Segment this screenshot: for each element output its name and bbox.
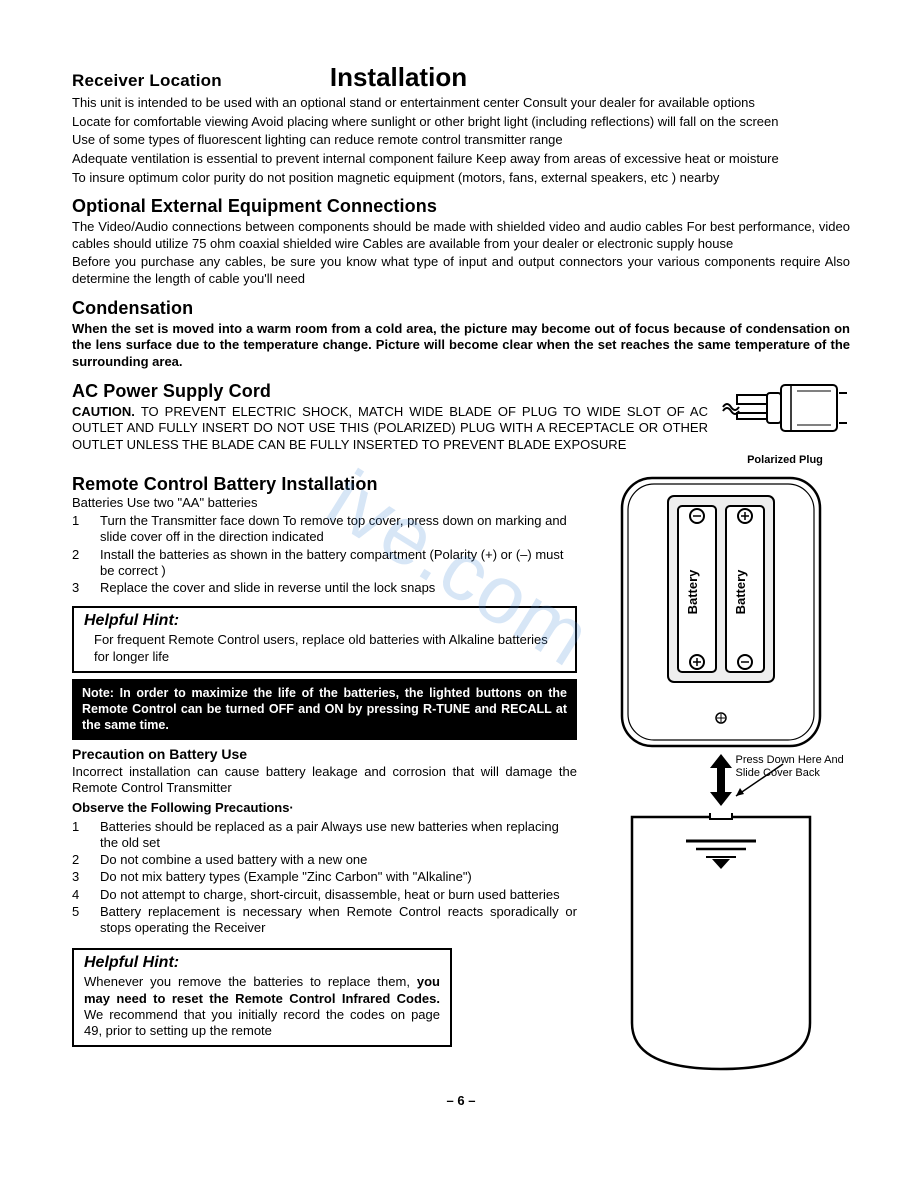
condensation-body: When the set is moved into a warm room f…	[72, 321, 850, 371]
receiver-para-3: Use of some types of fluorescent lightin…	[72, 132, 850, 149]
receiver-location-heading: Receiver Location	[72, 71, 222, 91]
ac-power-text: TO PREVENT ELECTRIC SHOCK, MATCH WIDE BL…	[72, 404, 708, 452]
ac-power-heading: AC Power Supply Cord	[72, 381, 708, 402]
step-3-text: Replace the cover and slide in reverse u…	[100, 580, 435, 596]
hint-box-1: Helpful Hint: For frequent Remote Contro…	[72, 606, 577, 673]
step-1: 1Turn the Transmitter face down To remov…	[72, 513, 577, 546]
external-para-2: Before you purchase any cables, be sure …	[72, 254, 850, 287]
receiver-para-1: This unit is intended to be used with an…	[72, 95, 850, 112]
remote-diagram-column: Battery Battery	[591, 472, 850, 1075]
battery-1-label: Battery	[685, 568, 700, 614]
observe-heading: Observe the Following Precautions·	[72, 800, 577, 817]
press-down-label: Press Down Here And Slide Cover Back	[736, 754, 846, 780]
ac-power-row: AC Power Supply Cord CAUTION. TO PREVENT…	[72, 371, 850, 466]
step-1-text: Turn the Transmitter face down To remove…	[100, 513, 577, 546]
precaution-5-text: Battery replacement is necessary when Re…	[100, 904, 577, 937]
document-page: ive.com Receiver Location Installation T…	[0, 0, 918, 1138]
remote-text-column: Remote Control Battery Installation Batt…	[72, 472, 577, 1048]
precaution-intro: Incorrect installation can cause battery…	[72, 764, 577, 797]
external-para-1: The Video/Audio connections between comp…	[72, 219, 850, 252]
step-2-text: Install the batteries as shown in the ba…	[100, 547, 577, 580]
polarized-plug-icon	[721, 371, 849, 445]
plug-figure: Polarized Plug	[720, 371, 850, 466]
external-equipment-heading: Optional External Equipment Connections	[72, 196, 850, 217]
hint-2-title: Helpful Hint:	[84, 954, 440, 972]
note-box: Note: In order to maximize the life of t…	[72, 679, 577, 740]
condensation-heading: Condensation	[72, 298, 850, 319]
step-2: 2Install the batteries as shown in the b…	[72, 547, 577, 580]
page-number: – 6 –	[72, 1093, 850, 1108]
precaution-heading: Precaution on Battery Use	[72, 746, 577, 762]
title-bar: Receiver Location Installation	[72, 62, 850, 93]
step-3: 3Replace the cover and slide in reverse …	[72, 580, 577, 596]
precaution-2-text: Do not combine a used battery with a new…	[100, 852, 367, 868]
receiver-para-4: Adequate ventilation is essential to pre…	[72, 151, 850, 168]
receiver-para-2: Locate for comfortable viewing Avoid pla…	[72, 114, 850, 131]
precaution-5: 5Battery replacement is necessary when R…	[72, 904, 577, 937]
ac-power-body: CAUTION. TO PREVENT ELECTRIC SHOCK, MATC…	[72, 404, 708, 454]
precaution-3-text: Do not mix battery types (Example "Zinc …	[100, 869, 472, 885]
precaution-1: 1Batteries should be replaced as a pair …	[72, 819, 577, 852]
precaution-list: 1Batteries should be replaced as a pair …	[72, 819, 577, 937]
precaution-1-text: Batteries should be replaced as a pair A…	[100, 819, 577, 852]
caution-prefix: CAUTION.	[72, 404, 141, 419]
precaution-4: 4Do not attempt to charge, short-circuit…	[72, 887, 577, 903]
hint-1-body: For frequent Remote Control users, repla…	[84, 632, 565, 665]
precaution-3: 3Do not mix battery types (Example "Zinc…	[72, 869, 577, 885]
hint-1-title: Helpful Hint:	[84, 612, 565, 630]
hint2-c: We recommend that you initially record t…	[84, 1007, 440, 1038]
installation-heading: Installation	[330, 62, 467, 93]
precaution-4-text: Do not attempt to charge, short-circuit,…	[100, 887, 560, 903]
hint-box-2: Helpful Hint: Whenever you remove the ba…	[72, 948, 452, 1047]
arrow-label-wrap: Press Down Here And Slide Cover Back	[608, 752, 834, 813]
remote-install-steps: 1Turn the Transmitter face down To remov…	[72, 513, 577, 596]
hint2-a: Whenever you remove the batteries to rep…	[84, 974, 417, 989]
remote-intro: Batteries Use two "AA" batteries	[72, 495, 577, 512]
precaution-2: 2Do not combine a used battery with a ne…	[72, 852, 577, 868]
hint-2-body: Whenever you remove the batteries to rep…	[84, 974, 440, 1039]
remote-open-diagram: Battery Battery	[608, 472, 834, 752]
polarized-plug-caption: Polarized Plug	[720, 454, 850, 466]
remote-install-heading: Remote Control Battery Installation	[72, 474, 577, 495]
remote-section-row: Remote Control Battery Installation Batt…	[72, 472, 850, 1075]
battery-2-label: Battery	[733, 568, 748, 614]
remote-cover-diagram	[608, 813, 834, 1075]
receiver-para-5: To insure optimum color purity do not po…	[72, 170, 850, 187]
